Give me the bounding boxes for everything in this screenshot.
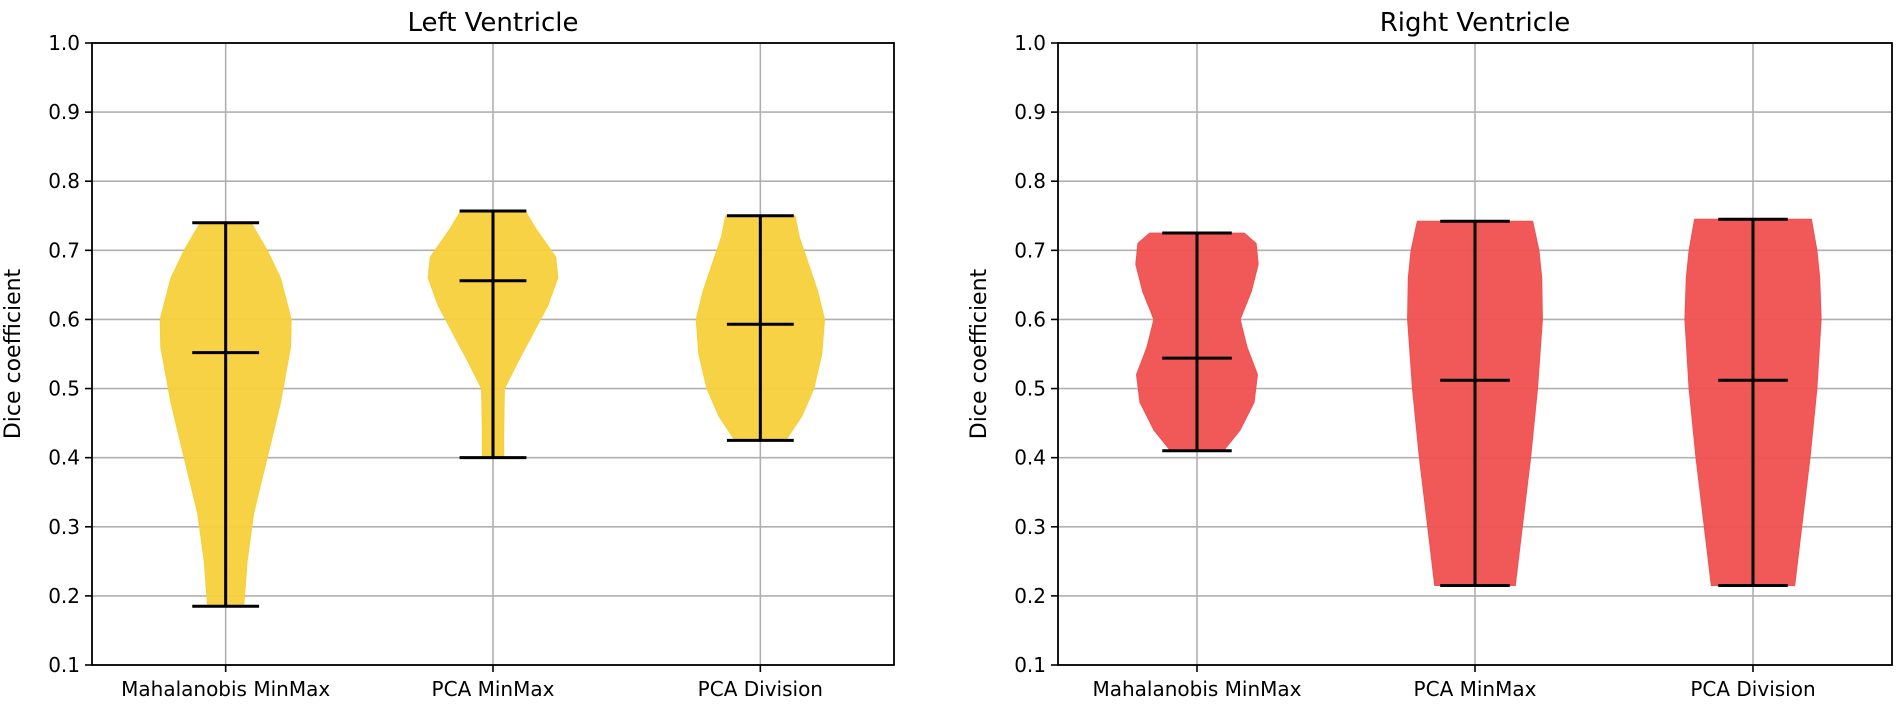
x-tick-label: PCA MinMax bbox=[1414, 677, 1537, 701]
y-tick-label: 0.7 bbox=[1014, 238, 1046, 262]
x-tick-label: Mahalanobis MinMax bbox=[1092, 677, 1301, 701]
y-tick-label: 0.4 bbox=[48, 446, 80, 470]
y-tick-label: 1.0 bbox=[48, 31, 80, 55]
y-tick-label: 0.3 bbox=[1014, 515, 1046, 539]
x-tick-label: PCA Division bbox=[698, 677, 823, 701]
y-tick-label: 0.7 bbox=[48, 238, 80, 262]
x-tick-label: Mahalanobis MinMax bbox=[121, 677, 330, 701]
y-tick-label: 0.5 bbox=[48, 377, 80, 401]
x-tick-label: PCA Division bbox=[1690, 677, 1815, 701]
y-tick-label: 0.9 bbox=[1014, 100, 1046, 124]
y-tick-label: 0.8 bbox=[48, 169, 80, 193]
y-axis-label: Dice coefficient bbox=[967, 268, 992, 439]
chart-title: Left Ventricle bbox=[407, 8, 578, 38]
y-tick-label: 0.6 bbox=[48, 307, 80, 331]
y-tick-label: 0.1 bbox=[48, 653, 80, 677]
y-tick-label: 0.6 bbox=[1014, 307, 1046, 331]
y-tick-label: 0.2 bbox=[1014, 584, 1046, 608]
y-axis-label: Dice coefficient bbox=[1, 268, 26, 439]
left-ventricle-panel: 0.1 0.2 0.3 0.4 0.5 0.6 0.7 0.8 0.9 1.0 Mahalanobi… bbox=[1, 8, 895, 701]
x-tick-label: PCA MinMax bbox=[432, 677, 555, 701]
right-ventricle-panel: 0.1 0.2 0.3 0.4 0.5 0.6 0.7 0.8 0.9 1.0 Mahalanobi… bbox=[967, 8, 1893, 701]
y-tick-label: 0.1 bbox=[1014, 653, 1046, 677]
y-tick-label: 0.5 bbox=[1014, 377, 1046, 401]
y-tick-label: 0.8 bbox=[1014, 169, 1046, 193]
y-tick-label: 0.3 bbox=[48, 515, 80, 539]
y-tick-label: 1.0 bbox=[1014, 31, 1046, 55]
y-tick-label: 0.9 bbox=[48, 100, 80, 124]
y-tick-label: 0.2 bbox=[48, 584, 80, 608]
chart-title: Right Ventricle bbox=[1380, 8, 1571, 38]
y-tick-label: 0.4 bbox=[1014, 446, 1046, 470]
